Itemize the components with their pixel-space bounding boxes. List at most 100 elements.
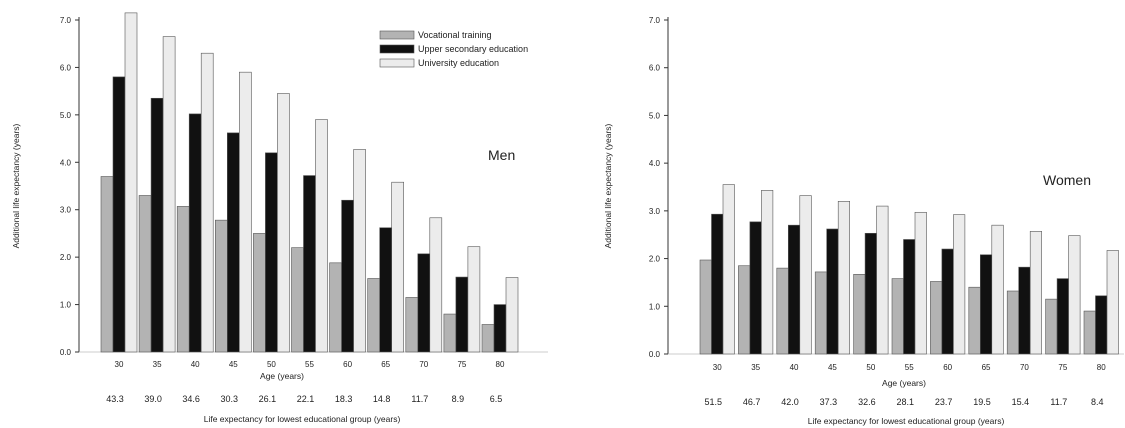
men-y-tick-label: 5.0 xyxy=(60,111,72,120)
men-bar-upper-secondary-age-70 xyxy=(417,253,431,353)
women-bar-university-age-35 xyxy=(761,190,774,355)
women-life-expectancy-value: 15.4 xyxy=(1012,397,1030,407)
men-x-tick-label: 40 xyxy=(191,360,200,369)
women-bar-upper-secondary-age-65 xyxy=(979,254,993,355)
women-panel-label: Women xyxy=(1043,172,1091,188)
women-bar-vocational-age-70 xyxy=(1006,290,1020,355)
women-bar-university-age-30 xyxy=(722,184,735,355)
men-x-tick-label: 30 xyxy=(115,360,124,369)
women-y-tick-label: 6.0 xyxy=(649,64,661,73)
legend-swatch-university xyxy=(379,58,415,68)
men-bar-university-age-35 xyxy=(162,36,176,353)
men-life-expectancy-value: 34.6 xyxy=(182,394,200,404)
women-bar-university-age-60 xyxy=(953,214,966,355)
women-life-expectancy-row: 51.5 46.7 42.0 37.3 32.6 28.1 23.7 19.5 15.4 11.7… xyxy=(704,397,1103,407)
men-y-tick-label: 7.0 xyxy=(60,16,72,25)
women-life-expectancy-value: 37.3 xyxy=(820,397,838,407)
women-bar-vocational-age-40 xyxy=(776,267,789,355)
men-bar-upper-secondary-age-80 xyxy=(493,304,507,353)
men-bar-university-age-75 xyxy=(467,246,481,353)
women-bars xyxy=(699,184,1119,355)
women-bar-upper-secondary-age-40 xyxy=(787,224,801,355)
women-y-tick-label: 4.0 xyxy=(649,159,661,168)
men-bar-vocational-age-75 xyxy=(443,313,457,353)
men-bar-vocational-age-80 xyxy=(481,324,495,353)
women-life-expectancy-value: 32.6 xyxy=(858,397,876,407)
men-panel: Additional life expectancy (years) 0.0 1.… xyxy=(11,12,548,424)
women-bar-vocational-age-60 xyxy=(930,281,943,355)
men-x-tick-label: 55 xyxy=(305,360,314,369)
women-life-expectancy-value: 28.1 xyxy=(896,397,914,407)
men-x-tick-label: 80 xyxy=(496,360,505,369)
men-panel-label: Men xyxy=(488,147,515,163)
women-bar-university-age-45 xyxy=(837,201,851,355)
women-x-ticks: 30 35 40 45 50 55 60 65 70 75 80 xyxy=(713,363,1106,372)
women-life-expectancy-value: 11.7 xyxy=(1050,397,1067,407)
men-bar-upper-secondary-age-50 xyxy=(265,152,278,353)
men-bar-upper-secondary-age-40 xyxy=(188,113,202,353)
women-bar-vocational-age-75 xyxy=(1045,298,1058,355)
women-bar-university-age-55 xyxy=(914,211,927,355)
women-bar-upper-secondary-age-75 xyxy=(1056,278,1069,355)
women-life-expectancy-value: 8.4 xyxy=(1091,397,1104,407)
legend-label-upper-secondary: Upper secondary education xyxy=(418,44,528,54)
women-bar-vocational-age-50 xyxy=(853,274,866,355)
men-life-expectancy-value: 22.1 xyxy=(297,394,315,404)
women-bar-upper-secondary-age-50 xyxy=(864,232,877,355)
men-bar-vocational-age-60 xyxy=(329,262,342,353)
women-y-tick-label: 7.0 xyxy=(649,16,661,25)
men-le-row-title: Life expectancy for lowest educational g… xyxy=(204,414,401,424)
men-bar-vocational-age-35 xyxy=(138,195,152,353)
women-y-tick-label: 3.0 xyxy=(649,207,661,216)
women-bar-vocational-age-65 xyxy=(968,286,981,355)
men-y-tick-label: 2.0 xyxy=(60,253,72,262)
men-life-expectancy-value: 30.3 xyxy=(221,394,239,404)
women-le-row-title: Life expectancy for lowest educational g… xyxy=(808,416,1005,426)
women-bar-vocational-age-80 xyxy=(1083,310,1096,355)
men-bar-vocational-age-65 xyxy=(367,278,381,353)
men-life-expectancy-value: 6.5 xyxy=(490,394,503,404)
men-bar-upper-secondary-age-55 xyxy=(303,175,316,353)
women-x-tick-label: 60 xyxy=(943,363,952,372)
women-bar-upper-secondary-age-70 xyxy=(1018,266,1031,355)
women-bar-university-age-65 xyxy=(991,224,1004,355)
men-bar-upper-secondary-age-75 xyxy=(455,276,469,353)
women-bar-university-age-70 xyxy=(1029,231,1042,355)
men-bar-vocational-age-50 xyxy=(253,233,266,353)
women-bar-upper-secondary-age-45 xyxy=(826,228,839,355)
men-bar-upper-secondary-age-60 xyxy=(341,199,354,353)
men-x-tick-label: 50 xyxy=(267,360,276,369)
men-bar-upper-secondary-age-45 xyxy=(227,132,240,353)
men-bar-university-age-55 xyxy=(315,119,328,353)
women-bar-vocational-age-35 xyxy=(738,265,751,355)
men-x-tick-label: 65 xyxy=(381,360,390,369)
men-bar-vocational-age-40 xyxy=(176,206,190,353)
legend-label-university: University education xyxy=(418,58,499,68)
women-bar-upper-secondary-age-30 xyxy=(711,213,724,355)
women-bar-upper-secondary-age-80 xyxy=(1095,295,1108,355)
legend-item-vocational: Vocational training xyxy=(379,30,492,40)
men-x-tick-label: 75 xyxy=(457,360,466,369)
men-x-tick-label: 70 xyxy=(419,360,428,369)
women-bar-vocational-age-30 xyxy=(699,259,712,355)
women-x-tick-label: 30 xyxy=(713,363,722,372)
men-bar-university-age-40 xyxy=(200,52,214,353)
men-bar-vocational-age-55 xyxy=(291,247,304,353)
men-y-tick-label: 6.0 xyxy=(60,63,72,72)
men-y-tick-label: 4.0 xyxy=(60,158,72,167)
men-bar-university-age-60 xyxy=(353,149,366,353)
women-life-expectancy-value: 23.7 xyxy=(935,397,953,407)
women-x-tick-label: 55 xyxy=(905,363,914,372)
women-panel: Additional life expectancy (years) 0.0 1.… xyxy=(603,16,1124,426)
women-bar-vocational-age-55 xyxy=(891,278,904,355)
women-x-tick-label: 45 xyxy=(828,363,837,372)
men-x-tick-label: 45 xyxy=(229,360,238,369)
women-y-tick-label: 0.0 xyxy=(649,350,661,359)
women-life-expectancy-value: 51.5 xyxy=(704,397,722,407)
men-x-ticks: 30 35 40 45 50 55 60 65 70 75 80 xyxy=(115,360,505,369)
women-x-tick-label: 35 xyxy=(751,363,760,372)
men-life-expectancy-value: 39.0 xyxy=(144,394,162,404)
men-y-tick-label: 3.0 xyxy=(60,206,72,215)
men-life-expectancy-value: 8.9 xyxy=(452,394,465,404)
